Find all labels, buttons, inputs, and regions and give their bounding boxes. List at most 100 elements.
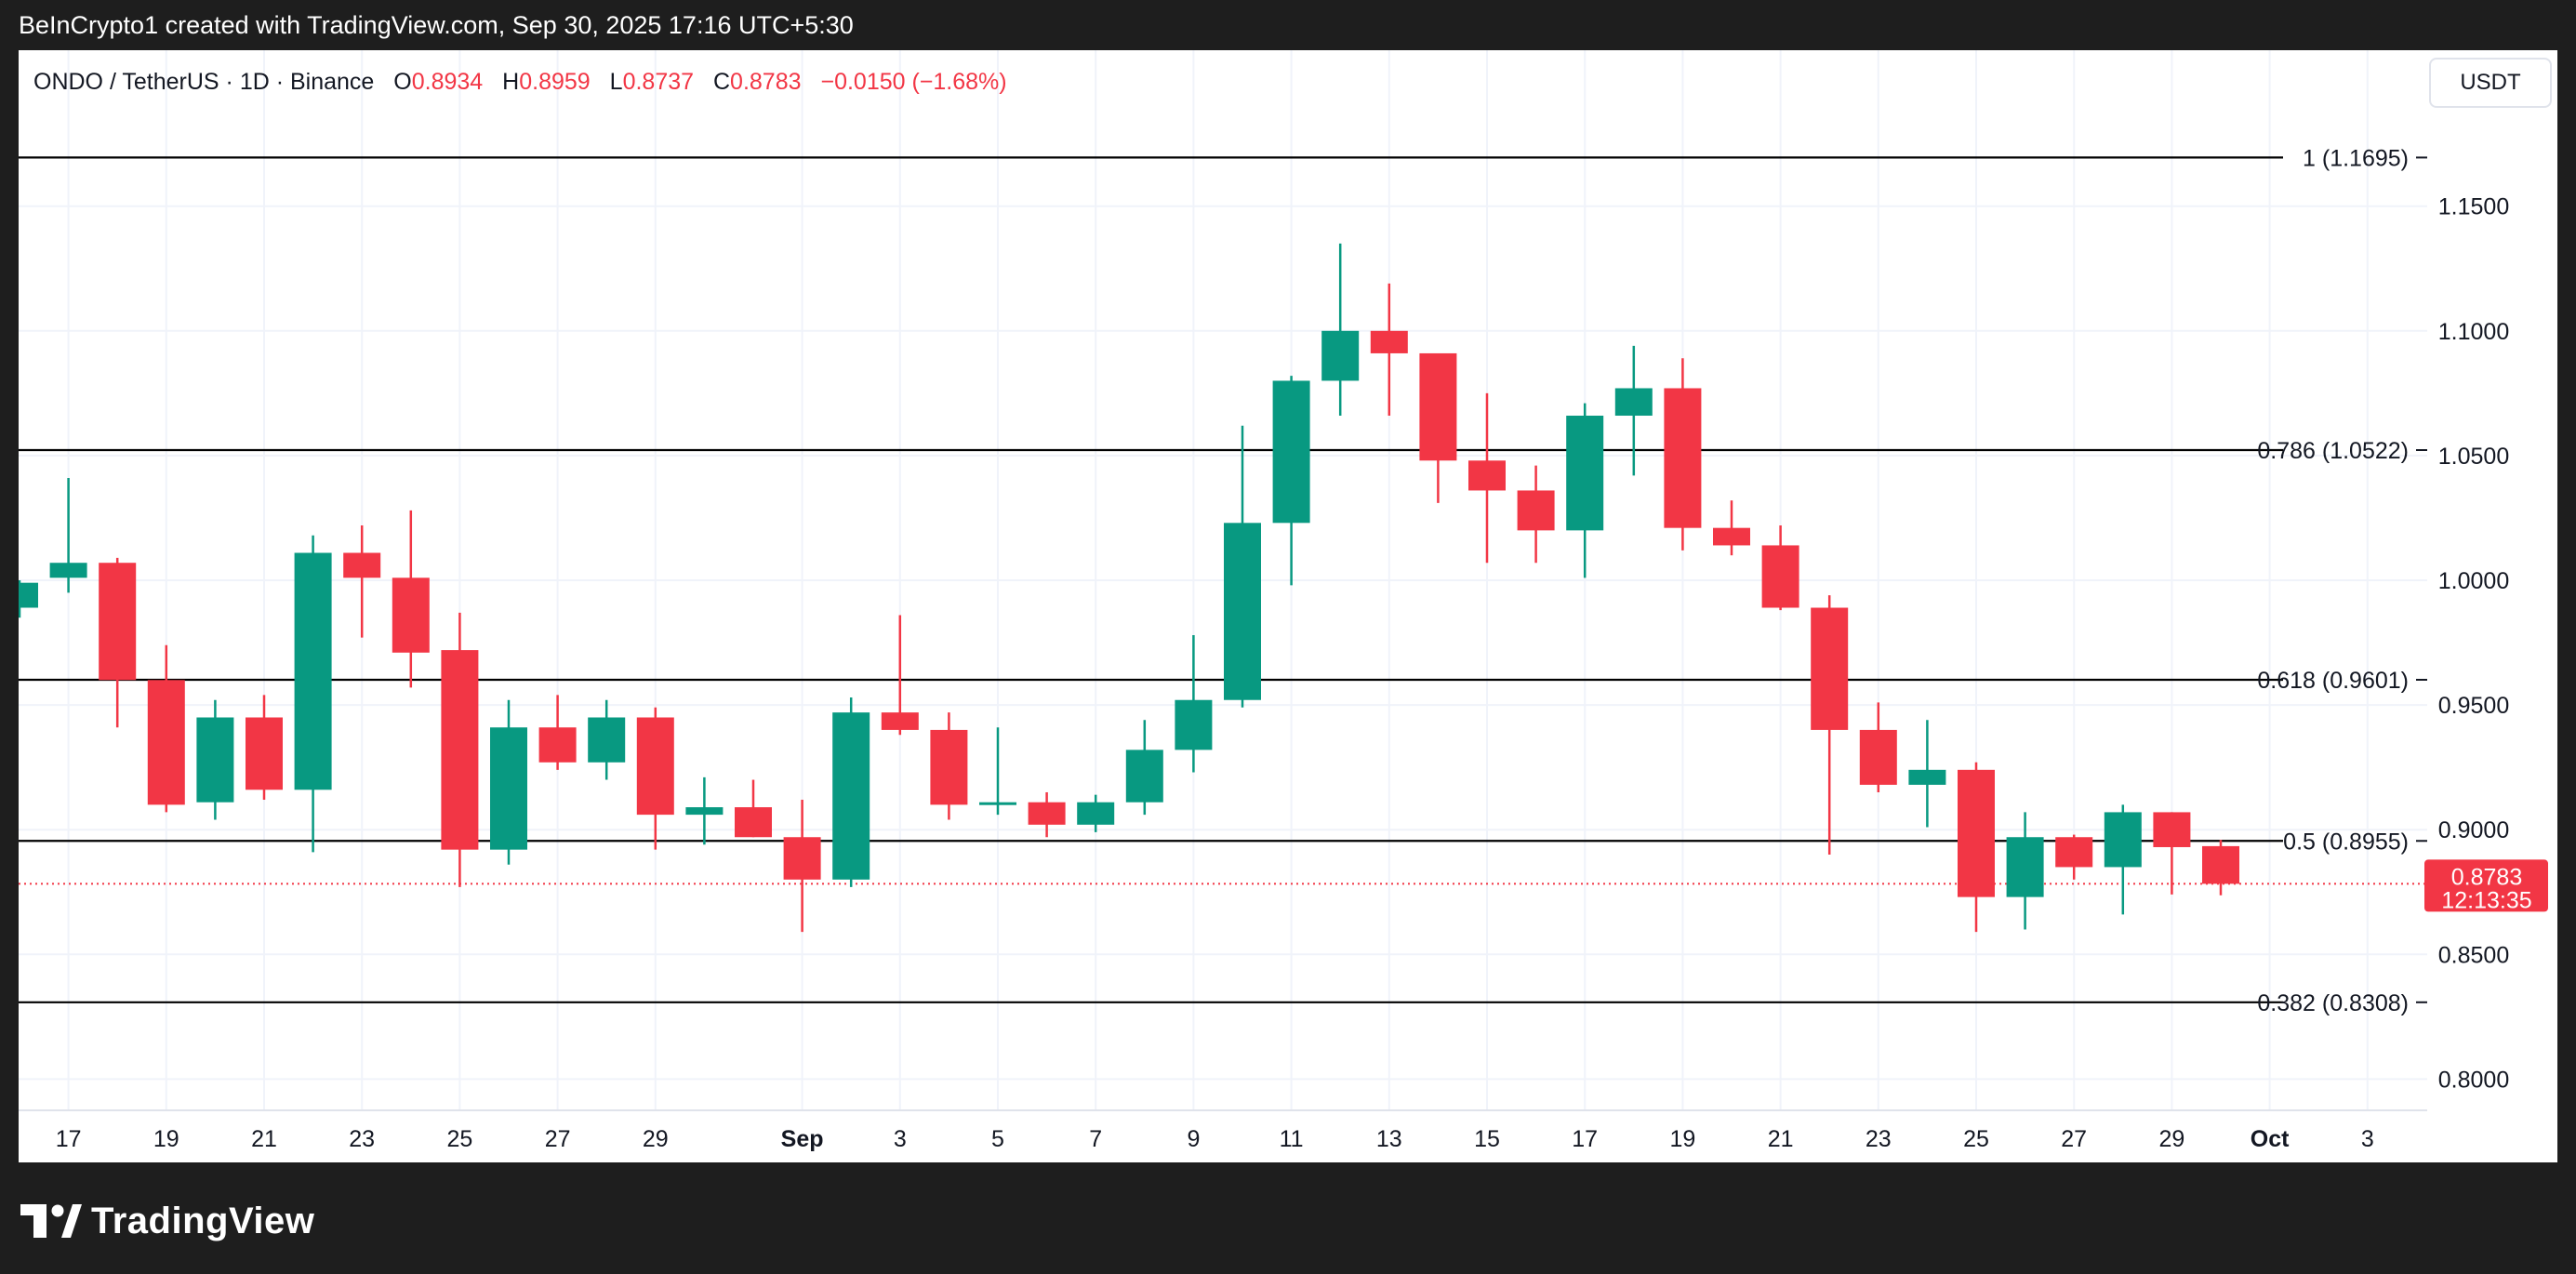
candle-body [246, 717, 283, 790]
currency-button[interactable]: USDT [2429, 58, 2552, 108]
tradingview-logo[interactable]: TradingView [20, 1198, 314, 1244]
candle [196, 699, 234, 820]
close-value: 0.8783 [730, 69, 802, 95]
candle [490, 699, 527, 865]
caption-bar: BeInCrypto1 created with TradingView.com… [0, 0, 2576, 50]
candle [2202, 840, 2239, 896]
candle-body [196, 717, 234, 803]
y-tick-label: 0.9500 [2438, 693, 2509, 719]
candle-body [441, 650, 479, 850]
x-tick-label: 19 [153, 1126, 179, 1152]
fib-level-label: 0.5 (0.8955) [2283, 829, 2409, 855]
x-tick-label: 25 [446, 1126, 472, 1152]
candle [1419, 352, 1457, 503]
low-value: 0.8737 [622, 69, 695, 95]
candle-body [343, 552, 381, 578]
candle [832, 697, 870, 887]
x-tick-label: 13 [1376, 1126, 1402, 1152]
price-tag-price: 0.8783 [2451, 864, 2522, 890]
candle [979, 727, 1016, 816]
candle [49, 478, 87, 593]
candle [1566, 403, 1604, 578]
price-chart[interactable]: 1 (1.1695) 0.786 (1.0522) 0.618 (0.9601) 0.… [19, 50, 2557, 1162]
candle [441, 612, 479, 887]
candle [294, 535, 332, 853]
candle [1175, 635, 1213, 773]
candle-body [1517, 490, 1555, 531]
fib-level-label: 1 (1.1695) [2303, 145, 2409, 171]
candle [1811, 595, 1849, 856]
tradingview-logo-icon [20, 1204, 82, 1238]
candle [1125, 720, 1163, 816]
candle-body [1224, 523, 1261, 700]
y-tick-label: 1.1500 [2438, 194, 2509, 220]
x-tick-label: 11 [1280, 1126, 1304, 1152]
x-tick-label: Sep [781, 1126, 824, 1152]
price-tag-box [2424, 859, 2548, 912]
candle [588, 699, 626, 780]
x-tick-label: 25 [1963, 1126, 1989, 1152]
candle-body [1664, 388, 1702, 528]
fib-level-label: 0.618 (0.9601) [2257, 668, 2409, 694]
high-label: H [502, 69, 520, 95]
candle [1761, 524, 1799, 611]
x-tick-label: 21 [1768, 1126, 1794, 1152]
candle [99, 557, 137, 728]
low-label: L [609, 69, 623, 95]
candle-body [636, 717, 674, 816]
candle-body [538, 727, 577, 763]
x-tick-label: 19 [1669, 1126, 1695, 1152]
x-tick-label: 27 [545, 1126, 571, 1152]
symbol-label[interactable]: ONDO / TetherUS · 1D · Binance [33, 69, 375, 95]
candle [1321, 243, 1360, 416]
x-tick-label: 23 [1866, 1126, 1892, 1152]
x-tick-label: Oct [2251, 1126, 2290, 1152]
candle-body [685, 807, 724, 816]
candle [1664, 358, 1702, 551]
candle-body [1614, 388, 1653, 416]
candle [685, 776, 724, 845]
candle [147, 644, 185, 813]
candle-body [1028, 802, 1066, 825]
candle [1958, 762, 1995, 933]
y-tick-label: 0.8000 [2438, 1067, 2509, 1093]
candle-body [1859, 729, 1897, 785]
candle [1028, 791, 1066, 838]
footer: TradingView [0, 1162, 2576, 1274]
candle-body [2104, 812, 2142, 868]
x-tick-label: 3 [894, 1126, 907, 1152]
y-tick-label: 0.8500 [2438, 942, 2509, 968]
candle-body [2006, 837, 2044, 897]
candle-body [1566, 415, 1604, 531]
candles [19, 243, 2239, 933]
high-value: 0.8959 [519, 69, 591, 95]
candle-body [1321, 330, 1360, 381]
y-tick-label: 0.9000 [2438, 817, 2509, 843]
x-tick-label: 17 [56, 1126, 82, 1152]
x-tick-label: 21 [251, 1126, 277, 1152]
candle [343, 524, 381, 638]
candle-body [1908, 769, 1946, 785]
x-tick-label: 7 [1089, 1126, 1102, 1152]
ohlc-legend: ONDO / TetherUS · 1D · Binance O0.8934 H… [33, 65, 1007, 99]
candle [881, 615, 919, 736]
candle-body [2202, 845, 2239, 884]
grid [19, 50, 2427, 1110]
candle [930, 712, 968, 820]
candle [538, 695, 577, 770]
candle [392, 510, 430, 688]
fib-level-label: 0.382 (0.8308) [2257, 990, 2409, 1016]
candle-body [881, 712, 919, 730]
fib-level-label: 0.786 (1.0522) [2257, 438, 2409, 464]
candle-body [490, 727, 527, 850]
candle [1859, 702, 1897, 792]
chart-panel[interactable]: 1 (1.1695) 0.786 (1.0522) 0.618 (0.9601) 0.… [19, 50, 2557, 1162]
candle [2055, 834, 2093, 880]
candle-body [2153, 812, 2191, 847]
x-tick-label: 9 [1187, 1126, 1200, 1152]
candle-body [1175, 699, 1213, 750]
fibonacci-levels: 1 (1.1695) 0.786 (1.0522) 0.618 (0.9601) 0.… [19, 145, 2427, 1016]
y-tick-label: 1.1000 [2438, 319, 2509, 345]
candle-body [147, 680, 185, 805]
